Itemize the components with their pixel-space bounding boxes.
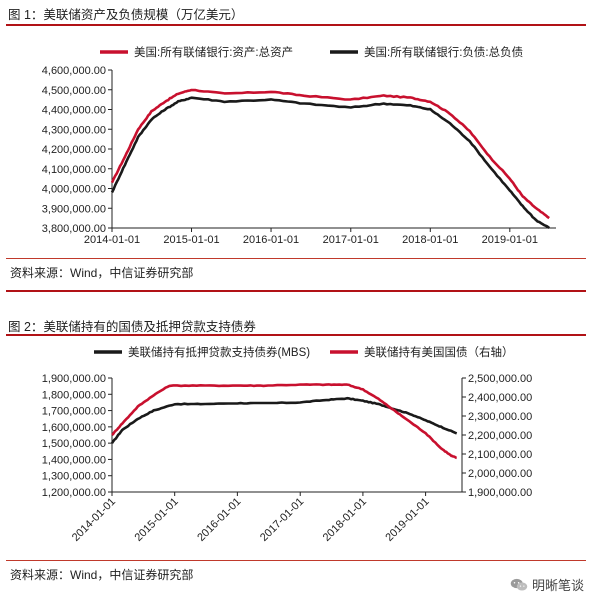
y-right-tick-label: 2,200,000.00 bbox=[468, 430, 532, 442]
y-tick-label: 4,500,000.00 bbox=[42, 85, 106, 97]
y-right-tick-label: 2,100,000.00 bbox=[468, 449, 532, 461]
x-tick-label: 2014-01-01 bbox=[70, 496, 118, 544]
y-tick-label: 1,200,000.00 bbox=[42, 487, 106, 499]
x-tick-label: 2015-01-01 bbox=[133, 496, 181, 544]
figure1-top-rule bbox=[6, 24, 586, 26]
chart2: 美联储持有抵押贷款支持债券(MBS) 美联储持有美国国债（右轴） 1,200,000… bbox=[42, 345, 532, 544]
y-tick-label: 4,100,000.00 bbox=[42, 164, 106, 176]
section-divider bbox=[6, 290, 586, 292]
x-tick-label: 2017-01-01 bbox=[323, 234, 379, 246]
x-tick-label: 2018-01-01 bbox=[402, 234, 458, 246]
x-tick-label: 2019-01-01 bbox=[383, 496, 431, 544]
x-tick-label: 2015-01-01 bbox=[163, 234, 219, 246]
y-right-tick-label: 2,400,000.00 bbox=[468, 392, 532, 404]
figure2-bottom-rule bbox=[6, 560, 586, 561]
y-right-tick-label: 2,000,000.00 bbox=[468, 468, 532, 480]
figure1-source: 资料来源：Wind，中信证券研究部 bbox=[10, 266, 194, 280]
legend: 美国:所有联储银行:资产:总资产 美国:所有联储银行:负债:总负债 bbox=[100, 45, 523, 59]
y-tick-label: 4,400,000.00 bbox=[42, 105, 106, 117]
legend-label: 美国:所有联储银行:负债:总负债 bbox=[364, 45, 523, 59]
series-line bbox=[111, 383, 458, 460]
watermark: 明晰笔谈 bbox=[510, 575, 584, 594]
y-tick-label: 1,500,000.00 bbox=[42, 438, 106, 450]
wechat-icon bbox=[510, 578, 528, 591]
x-tick-label: 2019-01-01 bbox=[482, 234, 538, 246]
series-line bbox=[110, 88, 550, 220]
watermark-text: 明晰笔谈 bbox=[531, 578, 584, 593]
figure1-title: 图 1：美联储资产及负债规模（万亿美元） bbox=[8, 8, 244, 22]
legend: 美联储持有抵押贷款支持债券(MBS) 美联储持有美国国债（右轴） bbox=[94, 345, 514, 359]
figure2-top-rule bbox=[6, 334, 586, 336]
legend-label: 美联储持有抵押贷款支持债券(MBS) bbox=[128, 345, 310, 359]
y-tick-label: 4,200,000.00 bbox=[42, 144, 106, 156]
y-tick-label: 1,900,000.00 bbox=[42, 373, 106, 385]
y-tick-label: 1,400,000.00 bbox=[42, 454, 106, 466]
y-right-tick-label: 1,900,000.00 bbox=[468, 487, 532, 499]
y-tick-label: 4,000,000.00 bbox=[42, 184, 106, 196]
chart1: 美国:所有联储银行:资产:总资产 美国:所有联储银行:负债:总负债 3,800,00… bbox=[42, 45, 556, 246]
series-line bbox=[110, 396, 458, 444]
y-tick-label: 3,900,000.00 bbox=[42, 203, 106, 215]
y-tick-label: 3,800,000.00 bbox=[42, 223, 106, 235]
x-tick-label: 2014-01-01 bbox=[84, 234, 140, 246]
legend-label: 美国:所有联储银行:资产:总资产 bbox=[134, 45, 293, 59]
y-tick-label: 4,600,000.00 bbox=[42, 65, 106, 77]
figure2-source: 资料来源：Wind，中信证券研究部 bbox=[10, 568, 194, 582]
x-tick-label: 2018-01-01 bbox=[321, 496, 369, 544]
y-tick-label: 1,600,000.00 bbox=[42, 422, 106, 434]
series-line bbox=[110, 96, 551, 230]
figure2-title: 图 2：美联储持有的国债及抵押贷款支持债券 bbox=[8, 320, 256, 334]
y-right-tick-label: 2,300,000.00 bbox=[468, 411, 532, 423]
x-tick-label: 2016-01-01 bbox=[195, 496, 243, 544]
x-tick-label: 2016-01-01 bbox=[243, 234, 299, 246]
y-tick-label: 1,700,000.00 bbox=[42, 406, 106, 418]
y-right-tick-label: 2,500,000.00 bbox=[468, 373, 532, 385]
legend-label: 美联储持有美国国债（右轴） bbox=[364, 345, 514, 359]
figure1-bottom-rule bbox=[6, 258, 586, 259]
x-tick-label: 2017-01-01 bbox=[258, 496, 306, 544]
y-tick-label: 1,300,000.00 bbox=[42, 471, 106, 483]
y-tick-label: 4,300,000.00 bbox=[42, 124, 106, 136]
y-tick-label: 1,800,000.00 bbox=[42, 389, 106, 401]
